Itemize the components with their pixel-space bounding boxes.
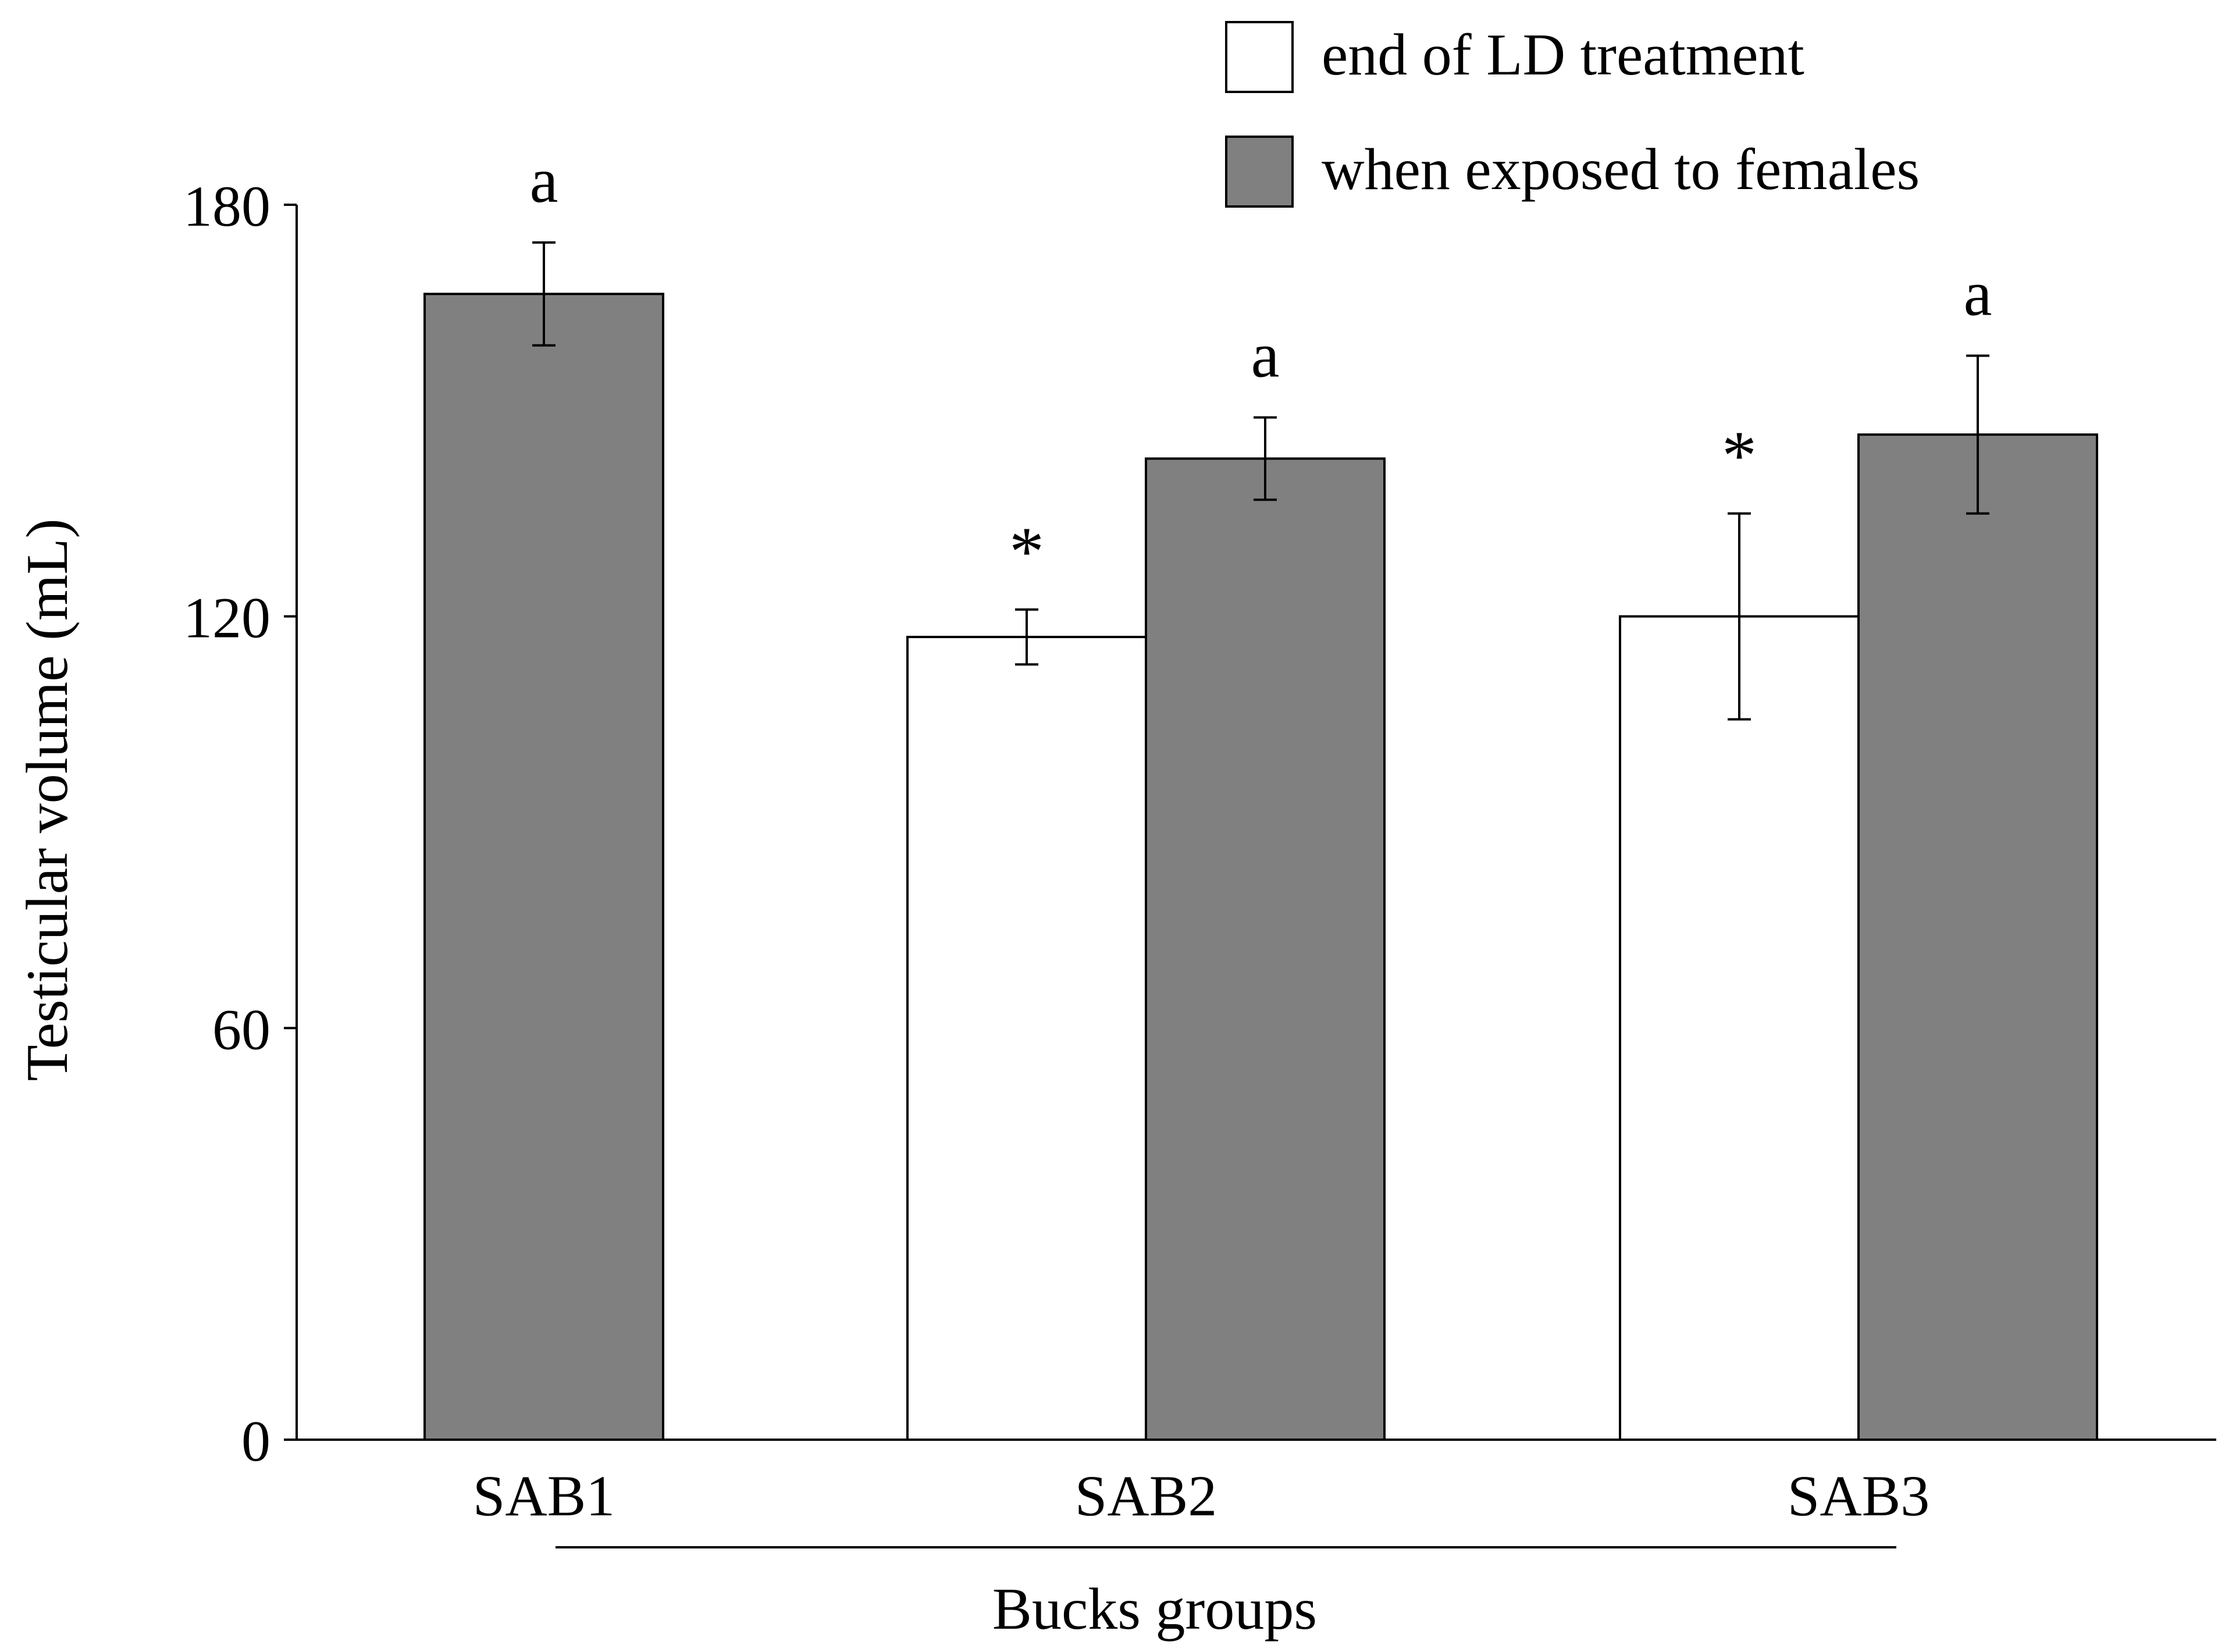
legend-swatch xyxy=(1225,21,1294,93)
significance-marker: * xyxy=(1009,512,1044,590)
x-tick-label: SAB1 xyxy=(473,1464,615,1528)
bar xyxy=(906,636,1147,1441)
y-tick-label: 0 xyxy=(241,1409,270,1473)
y-tick-label: 180 xyxy=(183,174,270,238)
legend-swatch xyxy=(1225,136,1294,208)
bar xyxy=(1857,433,2098,1441)
error-bars xyxy=(532,241,1989,721)
y-tick-label: 120 xyxy=(183,586,270,650)
x-axis-label: Bucks groups xyxy=(992,1576,1317,1642)
legend: end of LD treatment when exposed to femal… xyxy=(1225,21,1920,208)
significance-markers: * * a a a xyxy=(530,145,1992,590)
y-axis-label: Testicular volume (mL) xyxy=(15,518,80,1081)
significance-marker: a xyxy=(1964,258,1992,329)
legend-label: when exposed to females xyxy=(1322,137,1920,202)
significance-marker: * xyxy=(1722,416,1757,494)
x-tick-label: SAB2 xyxy=(1075,1464,1217,1528)
y-tick-label: 60 xyxy=(212,997,270,1062)
x-tick-label: SAB3 xyxy=(1788,1464,1930,1528)
tick-labels: 0 60 120 180 SAB1 SAB2 SAB3 xyxy=(183,174,1929,1528)
bar xyxy=(1619,615,1860,1441)
significance-marker: a xyxy=(1251,320,1280,391)
bar xyxy=(423,293,664,1441)
significance-marker: a xyxy=(530,145,558,216)
legend-label: end of LD treatment xyxy=(1322,22,1804,88)
bar xyxy=(1145,457,1386,1441)
bars xyxy=(423,293,2098,1441)
